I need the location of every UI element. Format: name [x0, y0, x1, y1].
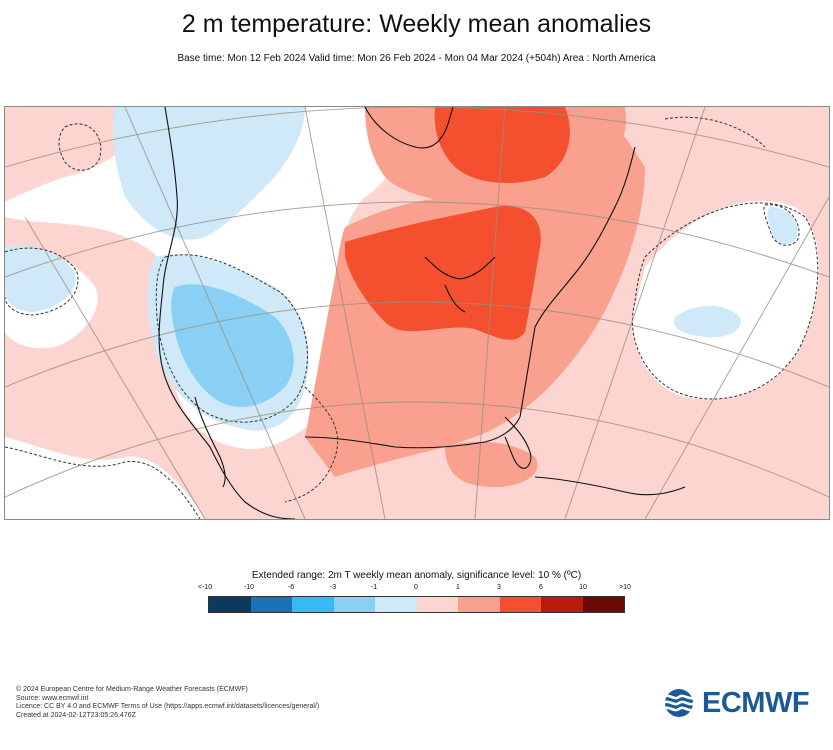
contour-line — [664, 116, 766, 148]
footer-created: Created at 2024-02-12T23:05:26.476Z — [16, 711, 136, 719]
legend-tick: <-10 — [197, 584, 213, 591]
contour-line — [5, 446, 201, 519]
graticule — [5, 107, 829, 519]
footer-source: Source: www.ecmwf.int — [16, 694, 89, 702]
legend-tick: 0 — [414, 584, 418, 591]
legend-ticks: <-10 -10 -6 -3 -1 0 1 3 6 10 >10 — [198, 584, 631, 596]
footer: © 2024 European Centre for Medium-Range … — [16, 686, 319, 720]
legend-swatch — [375, 597, 417, 612]
latitude-line — [5, 201, 829, 278]
legend-swatch — [499, 597, 541, 612]
contour-line — [58, 123, 102, 171]
legend-swatch — [582, 597, 624, 612]
great-lakes — [424, 256, 496, 313]
legend-swatch — [541, 597, 583, 612]
legend-tick: >10 — [619, 584, 631, 591]
legend-tick: -10 — [243, 584, 255, 591]
longitude-line — [474, 107, 506, 519]
coastline-florida — [504, 416, 532, 469]
legend-swatch — [333, 597, 375, 612]
latitude-line — [5, 107, 829, 168]
cold-weak-region-pacific — [5, 245, 76, 312]
legend-title: Extended range: 2m T weekly mean anomaly… — [251, 570, 582, 581]
legend-swatch — [416, 597, 458, 612]
legend-swatch — [458, 597, 500, 612]
warm-mid-region-gulf — [445, 441, 538, 487]
anomaly-map — [4, 106, 830, 520]
anomaly-map-svg — [5, 107, 829, 519]
cold-weak-region-north — [113, 107, 305, 240]
contour-line — [631, 202, 819, 400]
coastline-west — [158, 107, 296, 519]
coastline-hudson — [364, 107, 454, 149]
legend-tick: -3 — [329, 584, 337, 591]
page-title: 2 m temperature: Weekly mean anomalies — [181, 10, 652, 38]
ecmwf-logo-icon — [661, 689, 697, 717]
legend-tick: -1 — [370, 584, 378, 591]
neutral-region-atlantic — [632, 200, 819, 400]
contour-line — [155, 254, 308, 423]
longitude-line — [644, 196, 829, 519]
latitude-line — [5, 401, 829, 498]
page-subtitle: Base time: Mon 12 Feb 2024 Valid time: M… — [177, 53, 656, 64]
coastline-cuba — [534, 476, 686, 496]
legend-tick: 6 — [539, 584, 543, 591]
longitude-line — [24, 216, 206, 519]
footer-licence: Licence: CC BY 4.0 and ECMWF Terms of Us… — [16, 703, 320, 711]
legend-swatch — [209, 597, 251, 612]
coastline-east — [519, 146, 636, 418]
ecmwf-logo: ECMWF — [660, 686, 810, 720]
footer-copyright: © 2024 European Centre for Medium-Range … — [16, 686, 248, 693]
cold-mid-region-west — [171, 284, 294, 407]
coastline-gulf — [304, 416, 521, 449]
longitude-line — [304, 107, 386, 519]
latitude-line — [5, 301, 829, 388]
legend-color-bar — [208, 596, 625, 613]
contour-line — [763, 204, 800, 246]
legend-swatch — [292, 597, 334, 612]
coastlines — [158, 107, 686, 519]
legend-tick: 10 — [579, 584, 587, 591]
legend-tick: 1 — [456, 584, 460, 591]
neutral-region-southwest — [5, 437, 205, 519]
cold-weak-region-atlantic-2 — [674, 305, 741, 338]
coastline-baja — [194, 396, 226, 488]
legend-swatch — [250, 597, 292, 612]
legend-tick: -6 — [287, 584, 295, 591]
ecmwf-logo-text: ECMWF — [702, 686, 810, 719]
longitude-line — [564, 107, 706, 519]
contour-line — [284, 386, 339, 503]
longitude-line — [124, 107, 306, 519]
cold-weak-region-atlantic-1 — [767, 207, 798, 245]
legend-tick: 3 — [497, 584, 501, 591]
